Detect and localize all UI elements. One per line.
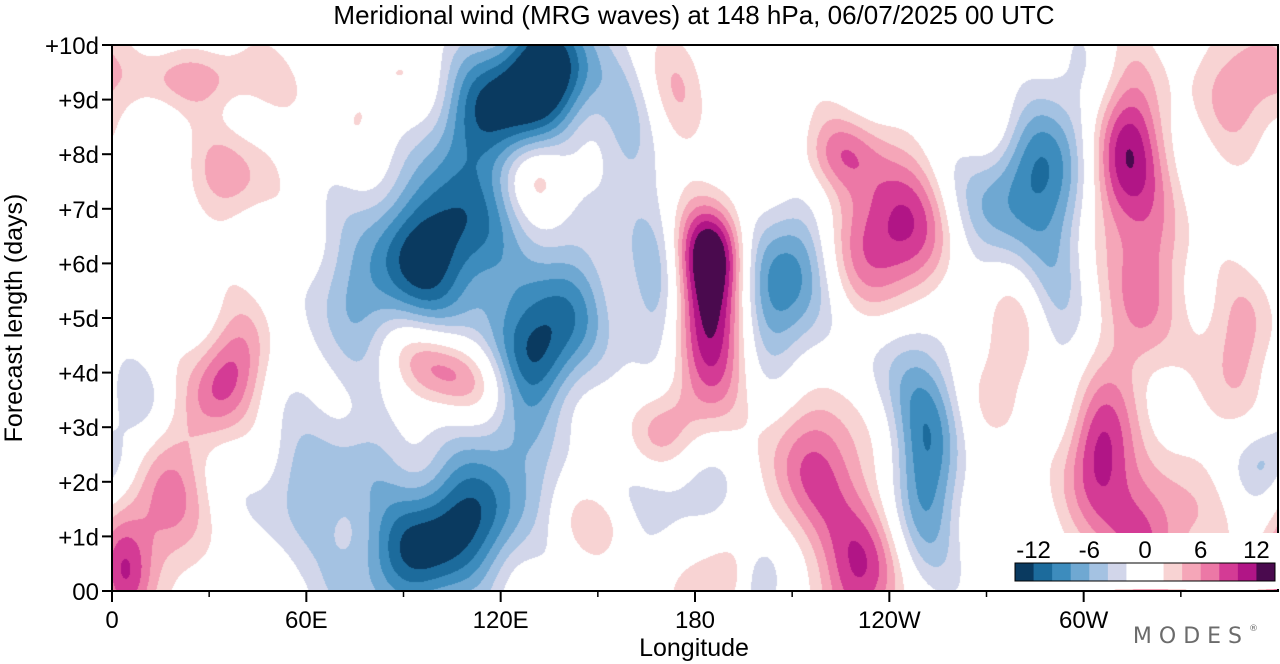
- y-tick-label: 00: [72, 579, 99, 606]
- heatmap-field: [112, 45, 1278, 591]
- colorbar-tick-label: 0: [1138, 537, 1151, 564]
- chart-title: Meridional wind (MRG waves) at 148 hPa, …: [333, 0, 1054, 30]
- heatmap-image: [112, 45, 1278, 591]
- colorbar-tick-label: -12: [1016, 537, 1051, 564]
- x-tick-label: 120W: [858, 607, 921, 634]
- colorbar-swatch: [1015, 563, 1035, 581]
- colorbar-swatch: [1182, 563, 1202, 581]
- x-tick-label: 60W: [1059, 607, 1109, 634]
- x-tick-label: 60E: [285, 607, 328, 634]
- y-tick-label: +4d: [58, 361, 99, 388]
- colorbar-swatch: [1089, 563, 1109, 581]
- y-tick-label: +2d: [58, 470, 99, 497]
- colorbar-swatch: [1219, 563, 1239, 581]
- colorbar: -12 -6 0 6 12: [1009, 533, 1279, 589]
- x-tick-label: 0: [105, 607, 118, 634]
- y-tick-label: +10d: [45, 33, 99, 60]
- colorbar-swatch: [1107, 563, 1127, 581]
- y-tick-label: +9d: [58, 88, 99, 115]
- colorbar-frame: [1014, 562, 1276, 582]
- registered-mark: ®: [1249, 624, 1258, 634]
- colorbar-swatch: [1126, 563, 1165, 581]
- colorbar-swatch: [1256, 563, 1276, 581]
- colorbar-tick-label: 6: [1194, 537, 1207, 564]
- colorbar-swatch: [1033, 563, 1053, 581]
- colorbar-swatch: [1070, 563, 1090, 581]
- x-tick-label: 180: [675, 607, 715, 634]
- brand-text: MODES: [1132, 624, 1249, 649]
- modes-logo: MODES®: [1133, 624, 1258, 649]
- y-tick-label: +3d: [58, 415, 99, 442]
- y-tick-label: +6d: [58, 251, 99, 278]
- x-axis-label: Longitude: [639, 634, 749, 662]
- y-tick-label: +8d: [58, 142, 99, 169]
- colorbar-swatch: [1237, 563, 1257, 581]
- y-axis-label: Forecast length (days): [0, 194, 28, 443]
- y-axis: 00 +1d +2d +3d +4d +5d +6d +7d +8d +9d +10d: [45, 33, 112, 606]
- x-tick-label: 120E: [473, 607, 529, 634]
- colorbar-tick-label: 12: [1243, 537, 1270, 564]
- colorbar-swatch: [1200, 563, 1220, 581]
- y-tick-label: +5d: [58, 306, 99, 333]
- colorbar-swatch: [1052, 563, 1072, 581]
- x-axis: 0 60E 120E 180 120W 60W: [105, 591, 1182, 634]
- colorbar-tick-label: -6: [1079, 537, 1100, 564]
- y-tick-label: +1d: [58, 524, 99, 551]
- y-tick-label: +7d: [58, 197, 99, 224]
- colorbar-swatch: [1163, 563, 1183, 581]
